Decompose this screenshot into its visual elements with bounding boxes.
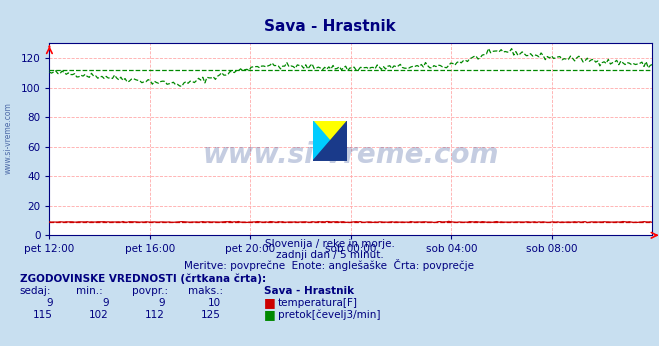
Text: pretok[čevelj3/min]: pretok[čevelj3/min] (278, 309, 381, 320)
Polygon shape (313, 121, 347, 161)
Text: www.si-vreme.com: www.si-vreme.com (203, 140, 499, 169)
Text: maks.:: maks.: (188, 286, 223, 296)
Text: ■: ■ (264, 308, 275, 321)
Text: zadnji dan / 5 minut.: zadnji dan / 5 minut. (275, 250, 384, 260)
Text: ZGODOVINSKE VREDNOSTI (črtkana črta):: ZGODOVINSKE VREDNOSTI (črtkana črta): (20, 273, 266, 284)
Text: povpr.:: povpr.: (132, 286, 168, 296)
Text: sedaj:: sedaj: (20, 286, 51, 296)
Text: Slovenija / reke in morje.: Slovenija / reke in morje. (264, 239, 395, 249)
Polygon shape (313, 121, 332, 161)
Text: Sava - Hrastnik: Sava - Hrastnik (264, 19, 395, 34)
Polygon shape (313, 121, 347, 161)
Text: min.:: min.: (76, 286, 103, 296)
Text: 9: 9 (102, 298, 109, 308)
Text: 102: 102 (89, 310, 109, 320)
Text: www.si-vreme.com: www.si-vreme.com (3, 102, 13, 174)
Text: 125: 125 (201, 310, 221, 320)
Text: Meritve: povprečne  Enote: anglešaške  Črta: povprečje: Meritve: povprečne Enote: anglešaške Črt… (185, 259, 474, 271)
Text: 10: 10 (208, 298, 221, 308)
Text: ■: ■ (264, 296, 275, 309)
Text: 9: 9 (46, 298, 53, 308)
Text: 112: 112 (145, 310, 165, 320)
Text: Sava - Hrastnik: Sava - Hrastnik (264, 286, 354, 296)
Text: 115: 115 (33, 310, 53, 320)
Text: 9: 9 (158, 298, 165, 308)
Text: temperatura[F]: temperatura[F] (278, 298, 358, 308)
